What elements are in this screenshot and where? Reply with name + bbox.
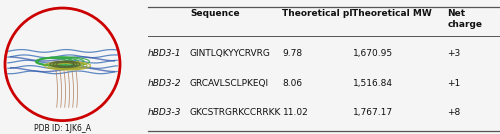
Text: 1,767.17: 1,767.17 xyxy=(352,108,393,117)
Text: 11.02: 11.02 xyxy=(282,108,308,117)
Text: GRCAVLSCLPKEQI: GRCAVLSCLPKEQI xyxy=(190,79,269,88)
Text: 8.06: 8.06 xyxy=(282,79,302,88)
Text: PDB ID: 1JK6_A: PDB ID: 1JK6_A xyxy=(34,124,91,133)
Text: +1: +1 xyxy=(448,79,461,88)
Text: +3: +3 xyxy=(448,49,461,58)
Text: Net
charge: Net charge xyxy=(448,9,482,29)
Text: hBD3-3: hBD3-3 xyxy=(148,108,181,117)
Text: GKCSTRGRKCCRRKK: GKCSTRGRKCCRRKK xyxy=(190,108,282,117)
Text: 9.78: 9.78 xyxy=(282,49,302,58)
Text: Theoretical pI: Theoretical pI xyxy=(282,9,353,18)
Text: Theoretical MW: Theoretical MW xyxy=(352,9,432,18)
Text: GINTLQKYYCRVRG: GINTLQKYYCRVRG xyxy=(190,49,271,58)
Text: +8: +8 xyxy=(448,108,461,117)
Text: 1,670.95: 1,670.95 xyxy=(352,49,393,58)
Text: hBD3-1: hBD3-1 xyxy=(148,49,181,58)
Text: hBD3-2: hBD3-2 xyxy=(148,79,181,88)
Text: Sequence: Sequence xyxy=(190,9,240,18)
Text: 1,516.84: 1,516.84 xyxy=(352,79,393,88)
